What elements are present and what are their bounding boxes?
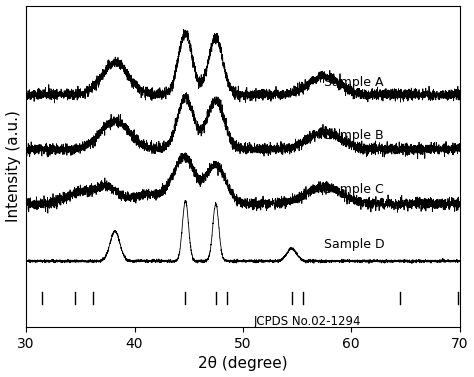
Text: Sample B: Sample B	[324, 129, 384, 142]
Text: Sample A: Sample A	[324, 76, 383, 89]
Text: JCPDS No.02-1294: JCPDS No.02-1294	[254, 314, 361, 328]
Text: Sample C: Sample C	[324, 183, 384, 196]
Y-axis label: Intensity (a.u.): Intensity (a.u.)	[6, 110, 20, 222]
X-axis label: 2θ (degree): 2θ (degree)	[198, 356, 288, 371]
Text: Sample D: Sample D	[324, 238, 385, 251]
